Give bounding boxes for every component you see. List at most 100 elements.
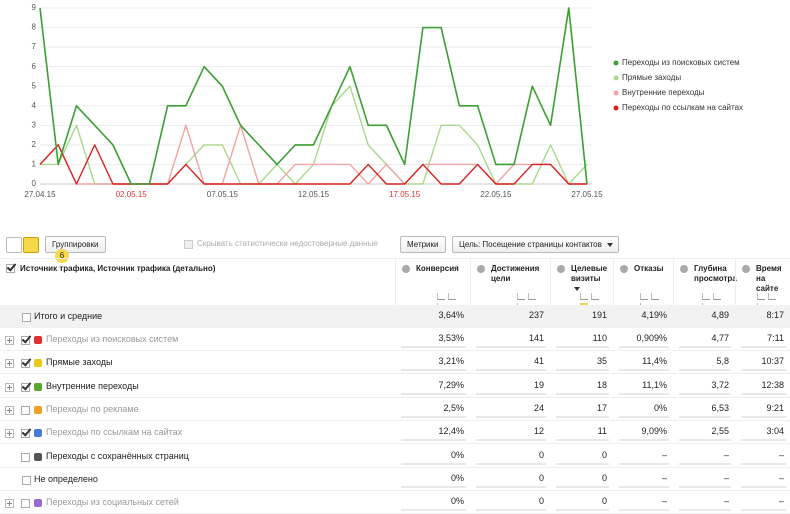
expand-button[interactable] bbox=[5, 359, 14, 369]
source-icon bbox=[34, 382, 42, 391]
row-name[interactable]: Прямые заходы bbox=[46, 357, 113, 368]
metrics-button[interactable]: Метрики bbox=[400, 236, 446, 253]
tool-icon[interactable] bbox=[448, 293, 456, 300]
cell-value: 110 bbox=[592, 333, 607, 343]
row-name[interactable]: Внутренние переходы bbox=[46, 380, 139, 391]
column-title[interactable]: Глубина просмотра bbox=[694, 264, 737, 283]
cell-value: 17 bbox=[596, 402, 607, 413]
cell-underline bbox=[679, 369, 731, 372]
table-row: Прямые заходы 3,21% 41 35 11,4% 5,8 10:37 bbox=[0, 351, 790, 375]
expand-button[interactable] bbox=[5, 429, 14, 439]
cell-underline bbox=[401, 509, 466, 512]
column-title[interactable]: Целевые визиты bbox=[571, 264, 608, 283]
cell-underline bbox=[476, 346, 546, 348]
row-checkbox[interactable] bbox=[21, 499, 30, 509]
x-tick-label: 07.05.15 bbox=[207, 190, 239, 199]
table-row: Переходы из поисковых систем 3,53% 141 110 0… bbox=[0, 328, 790, 351]
cell-underline bbox=[556, 392, 609, 395]
row-checkbox[interactable] bbox=[21, 405, 30, 415]
hide-checkbox[interactable] bbox=[184, 240, 193, 249]
row-checkbox[interactable] bbox=[22, 313, 31, 322]
goal-select[interactable]: Цель: Посещение страницы контактов bbox=[452, 236, 619, 253]
column-title[interactable]: Время на сайте bbox=[756, 264, 782, 293]
expand-button[interactable] bbox=[5, 499, 14, 509]
expand-button[interactable] bbox=[5, 382, 14, 392]
cell: 2,5% bbox=[395, 398, 470, 421]
tool-icon[interactable] bbox=[517, 293, 525, 300]
cell-underline bbox=[619, 462, 669, 465]
cell-underline bbox=[679, 485, 731, 488]
row-checkbox[interactable] bbox=[21, 429, 30, 439]
cell: 9,09% bbox=[613, 421, 673, 444]
cell-underline bbox=[556, 415, 609, 418]
dropdown-arrow bbox=[606, 243, 613, 247]
source-icon bbox=[34, 405, 42, 414]
tool-icon[interactable] bbox=[437, 293, 445, 300]
cell: 12 bbox=[470, 421, 550, 444]
tool-icon[interactable] bbox=[768, 293, 776, 300]
tool-icon[interactable] bbox=[580, 293, 588, 300]
tool-icon[interactable] bbox=[591, 293, 599, 300]
row-name[interactable]: Переходы по рекламе bbox=[46, 403, 139, 414]
cell-underline bbox=[679, 346, 731, 348]
tool-icon[interactable] bbox=[528, 293, 536, 300]
cell-value: 0,909% bbox=[636, 333, 667, 343]
header-checkbox[interactable] bbox=[6, 264, 15, 273]
table-row: Переходы с сохранённых страниц 0% 0 0 – – – bbox=[0, 445, 790, 468]
cell-underline bbox=[741, 462, 786, 465]
tool-icon[interactable] bbox=[702, 293, 710, 300]
legend-marker bbox=[613, 60, 619, 66]
cell-value: 0 bbox=[601, 449, 607, 460]
row-name[interactable]: Переходы с сохранённых страниц bbox=[46, 450, 189, 461]
cell-underline bbox=[679, 509, 731, 512]
cell-value: – bbox=[723, 496, 729, 507]
cell-value: – bbox=[661, 496, 667, 507]
column-title[interactable]: Отказы bbox=[634, 264, 664, 273]
groupings-button[interactable]: Группировки bbox=[45, 236, 106, 253]
row-checkbox[interactable] bbox=[21, 382, 30, 392]
cell: – bbox=[613, 445, 673, 468]
tool-icon[interactable] bbox=[713, 293, 721, 300]
row-name[interactable]: Переходы по ссылкам на сайтах bbox=[46, 427, 183, 438]
chart: 0 1 2 3 4 5 6 7 8 9 27.04.15 02.05.15 07.05.15 12.05.… bbox=[24, 3, 743, 199]
cell-value: – bbox=[661, 472, 667, 483]
column-title[interactable]: Конверсия bbox=[416, 264, 459, 273]
row-checkbox[interactable] bbox=[21, 452, 30, 462]
row-checkbox[interactable] bbox=[22, 475, 31, 485]
column-tools bbox=[514, 293, 544, 310]
row-checkbox[interactable] bbox=[21, 336, 30, 345]
x-tick-label: 27.05.15 bbox=[571, 190, 603, 199]
cell-underline bbox=[619, 485, 669, 488]
view-list[interactable] bbox=[6, 237, 22, 253]
tool-icon[interactable] bbox=[651, 293, 659, 300]
cell-value: 0% bbox=[450, 472, 464, 483]
cell-underline bbox=[401, 485, 466, 488]
cell-value: 12 bbox=[533, 426, 544, 437]
cell-underline bbox=[401, 346, 466, 348]
tool-icon[interactable] bbox=[640, 293, 648, 300]
cell: 4,89 bbox=[673, 305, 735, 328]
row-name[interactable]: Не определено bbox=[34, 473, 98, 484]
row-checkbox[interactable] bbox=[21, 359, 30, 369]
expand-button[interactable] bbox=[5, 405, 14, 415]
row-name[interactable]: Переходы из социальных сетей bbox=[46, 497, 179, 508]
column-tools bbox=[637, 293, 667, 310]
expand-button[interactable] bbox=[5, 336, 14, 345]
cell-value: 0 bbox=[538, 449, 544, 460]
tool-icon[interactable] bbox=[757, 293, 765, 300]
view-tree[interactable] bbox=[23, 237, 39, 253]
cell-value: 9,09% bbox=[641, 426, 667, 437]
y-tick-label: 4 bbox=[32, 101, 37, 110]
table-row: Переходы из социальных сетей 0% 0 0 – – – bbox=[0, 491, 790, 514]
cell-underline bbox=[401, 415, 466, 418]
column-title[interactable]: Достижения цели bbox=[491, 264, 540, 283]
cell: 10:37 bbox=[735, 351, 790, 374]
cell-underline bbox=[401, 369, 466, 372]
cell-underline bbox=[679, 439, 731, 442]
help-icon bbox=[477, 265, 485, 273]
cell-underline bbox=[741, 346, 786, 348]
row-name[interactable]: Переходы из поисковых систем bbox=[46, 334, 179, 344]
cell-value: 3,72 bbox=[711, 379, 729, 390]
cell: 0% bbox=[395, 491, 470, 514]
